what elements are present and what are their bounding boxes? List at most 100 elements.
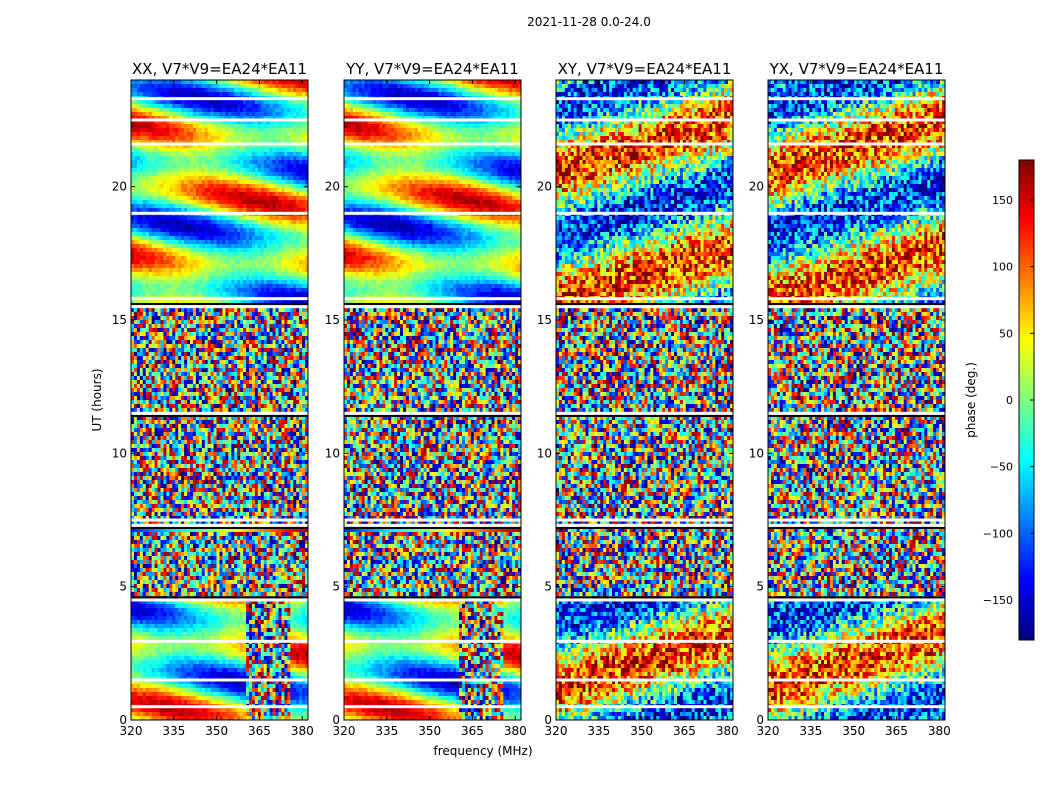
heatmap-cell xyxy=(204,280,209,285)
heatmap-cell xyxy=(222,372,226,377)
heatmap-cell xyxy=(272,272,276,277)
heatmap-cell xyxy=(157,300,161,305)
heatmap-cell xyxy=(139,108,144,113)
heatmap-cell xyxy=(228,336,232,341)
heatmap-cell xyxy=(207,112,211,117)
heatmap-cell xyxy=(216,272,220,277)
heatmap-cell xyxy=(190,112,194,117)
heatmap-cell xyxy=(213,392,217,397)
heatmap-cell xyxy=(213,332,217,337)
heatmap-cell xyxy=(278,224,282,229)
heatmap-cell xyxy=(192,260,197,265)
heatmap-cell xyxy=(290,92,294,97)
heatmap-cell xyxy=(145,328,150,333)
heatmap-cell xyxy=(154,352,158,357)
heatmap-cell xyxy=(201,320,206,325)
heatmap-cell xyxy=(213,216,217,221)
heatmap-cell xyxy=(254,380,259,385)
heatmap-cell xyxy=(201,368,206,373)
heatmap-cell xyxy=(263,268,268,273)
heatmap-cell xyxy=(278,328,282,333)
heatmap-cell xyxy=(296,192,300,197)
heatmap-cell xyxy=(269,100,273,105)
heatmap-cell xyxy=(272,228,276,233)
heatmap-cell xyxy=(192,148,197,153)
heatmap-cell xyxy=(157,220,161,225)
heatmap-cell xyxy=(207,400,211,405)
heatmap-cell xyxy=(187,232,191,237)
heatmap-cell xyxy=(257,196,262,201)
heatmap-cell xyxy=(284,80,288,85)
heatmap-cell xyxy=(163,200,167,205)
heatmap-cell xyxy=(281,396,285,401)
heatmap-cell xyxy=(131,292,135,297)
heatmap-cell xyxy=(266,100,270,105)
heatmap-cell xyxy=(299,272,303,277)
heatmap-cell xyxy=(213,376,217,381)
heatmap-cell xyxy=(148,200,152,205)
heatmap-cell xyxy=(187,380,191,385)
heatmap-cell xyxy=(237,236,241,241)
heatmap-cell xyxy=(163,144,167,149)
heatmap-cell xyxy=(151,312,155,317)
heatmap-cell xyxy=(210,224,214,229)
heatmap-cell xyxy=(228,348,232,353)
heatmap-cell xyxy=(275,312,279,317)
heatmap-cell xyxy=(190,104,194,109)
heatmap-cell xyxy=(246,200,250,205)
heatmap-cell xyxy=(290,352,294,357)
heatmap-cell xyxy=(163,252,167,257)
heatmap-cell xyxy=(148,164,152,169)
heatmap-cell xyxy=(187,140,191,145)
heatmap-cell xyxy=(201,272,206,277)
heatmap-cell xyxy=(299,200,303,205)
heatmap-cell xyxy=(234,220,238,225)
heatmap-cell xyxy=(231,376,235,381)
heatmap-cell xyxy=(240,156,244,161)
heatmap-cell xyxy=(237,140,241,145)
heatmap-cell xyxy=(190,380,194,385)
heatmap-cell xyxy=(172,344,176,349)
heatmap-cell xyxy=(136,332,141,337)
heatmap-cell xyxy=(293,316,297,321)
heatmap-cell xyxy=(169,196,173,201)
heatmap-cell xyxy=(260,80,265,85)
heatmap-cell xyxy=(136,140,141,145)
heatmap-cell xyxy=(219,340,223,345)
heatmap-cell xyxy=(260,120,265,125)
heatmap-cell xyxy=(243,384,247,389)
heatmap-cell xyxy=(305,372,309,377)
heatmap-cell xyxy=(228,272,232,277)
heatmap-cell xyxy=(204,144,209,149)
heatmap-cell xyxy=(228,192,232,197)
heatmap-cell xyxy=(222,108,226,113)
heatmap-cell xyxy=(201,80,206,85)
heatmap-cell xyxy=(172,224,176,229)
heatmap-cell xyxy=(201,292,206,297)
heatmap-cell xyxy=(225,408,229,413)
heatmap-cell xyxy=(284,168,288,173)
heatmap-cell xyxy=(192,284,197,289)
heatmap-cell xyxy=(178,100,182,105)
heatmap-cell xyxy=(204,324,209,329)
heatmap-cell xyxy=(284,372,288,377)
heatmap-cell xyxy=(287,100,291,105)
heatmap-cell xyxy=(302,236,306,241)
heatmap-cell xyxy=(198,388,203,393)
heatmap-cell xyxy=(145,244,150,249)
heatmap-cell xyxy=(151,196,155,201)
heatmap-cell xyxy=(148,192,152,197)
heatmap-cell xyxy=(169,184,173,189)
heatmap-cell xyxy=(198,204,203,209)
heatmap-cell xyxy=(263,164,268,169)
heatmap-cell xyxy=(145,84,150,89)
heatmap-cell xyxy=(175,192,179,197)
heatmap-cell xyxy=(148,360,152,365)
heatmap-cell xyxy=(190,344,194,349)
heatmap-cell xyxy=(293,340,297,345)
heatmap-cell xyxy=(178,124,182,129)
heatmap-cell xyxy=(195,292,200,297)
heatmap-cell xyxy=(293,352,297,357)
heatmap-cell xyxy=(145,280,150,285)
heatmap-cell xyxy=(136,372,141,377)
